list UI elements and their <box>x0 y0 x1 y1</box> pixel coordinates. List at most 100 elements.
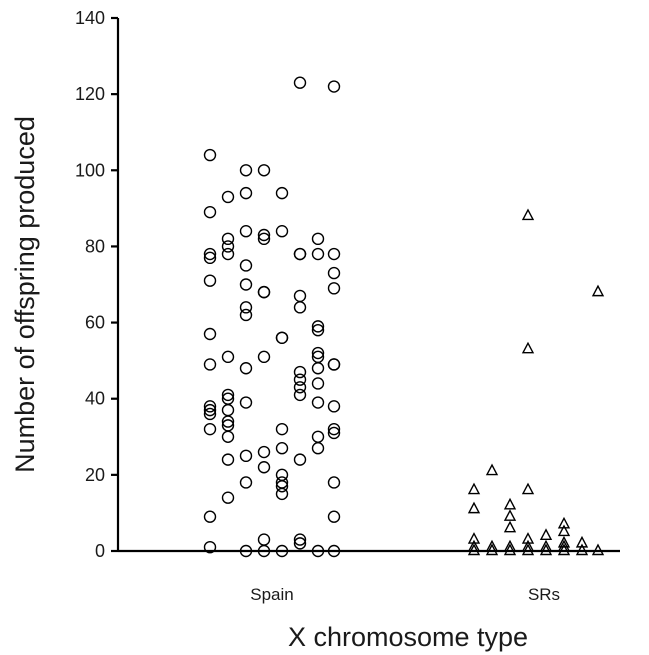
data-point <box>275 487 289 501</box>
data-point <box>221 453 235 466</box>
data-point <box>503 509 517 521</box>
y-tick-label: 60 <box>85 313 105 333</box>
data-points <box>203 76 605 558</box>
data-point <box>203 327 217 341</box>
data-point <box>203 407 217 421</box>
data-point <box>327 476 341 489</box>
data-point <box>575 543 589 556</box>
data-point <box>275 224 289 238</box>
data-point <box>239 308 253 322</box>
data-point <box>275 480 289 493</box>
data-point <box>221 388 235 402</box>
y-axis-ticks: 0 20 40 60 80 100 120 140 <box>75 8 118 561</box>
x-axis-title: X chromosome type <box>288 622 528 652</box>
data-point <box>203 358 217 371</box>
data-point <box>327 266 341 280</box>
data-point <box>521 543 535 556</box>
data-point <box>221 247 235 261</box>
data-point <box>275 422 289 436</box>
data-point <box>485 463 499 476</box>
data-point <box>221 240 235 253</box>
data-point <box>503 497 517 510</box>
data-point <box>293 373 307 386</box>
y-tick-label: 140 <box>75 8 105 28</box>
data-point <box>203 251 217 265</box>
data-point <box>293 301 307 314</box>
data-point <box>311 247 325 261</box>
y-tick-label: 100 <box>75 160 105 180</box>
data-point <box>521 208 535 221</box>
data-point <box>311 320 325 333</box>
data-point <box>327 426 341 440</box>
data-point <box>311 442 325 455</box>
data-point <box>203 422 217 436</box>
data-point <box>239 476 253 489</box>
data-point <box>293 537 307 550</box>
data-point <box>311 232 325 246</box>
data-point <box>221 350 235 364</box>
data-point <box>311 346 325 360</box>
data-point <box>257 350 271 364</box>
data-point <box>591 543 605 556</box>
data-point <box>239 396 253 409</box>
data-point <box>557 535 571 548</box>
data-point <box>293 247 307 261</box>
data-point <box>327 80 341 93</box>
data-point <box>203 403 217 417</box>
data-point <box>239 259 253 272</box>
data-point <box>557 524 571 537</box>
data-point <box>203 510 217 523</box>
data-point <box>221 430 235 443</box>
data-point <box>327 247 341 261</box>
data-point <box>293 388 307 402</box>
data-point <box>503 543 517 556</box>
data-point <box>293 533 307 546</box>
data-point <box>467 532 481 544</box>
data-point <box>239 449 253 463</box>
data-point <box>521 482 535 495</box>
data-point <box>239 164 253 177</box>
data-point <box>221 415 235 428</box>
data-point <box>257 445 271 459</box>
data-point <box>257 461 271 474</box>
data-point <box>203 540 217 554</box>
data-point <box>257 228 271 242</box>
data-point <box>591 284 605 297</box>
data-point <box>293 76 307 89</box>
data-point <box>257 164 271 177</box>
x-axis-categories: Spain SRs <box>250 585 560 604</box>
data-point <box>311 323 325 337</box>
data-point <box>327 282 341 295</box>
data-point <box>293 381 307 394</box>
data-point <box>311 430 325 443</box>
data-point <box>221 190 235 204</box>
data-point <box>239 362 253 375</box>
y-axis-title: Number of offspring produced <box>10 116 40 473</box>
y-tick-label: 80 <box>85 236 105 256</box>
data-point <box>275 442 289 455</box>
data-point <box>293 289 307 303</box>
data-point <box>257 232 271 246</box>
data-point <box>257 533 271 546</box>
y-tick-label: 40 <box>85 389 105 409</box>
data-point <box>327 358 341 371</box>
data-point <box>293 365 307 379</box>
data-point <box>221 491 235 504</box>
data-point <box>557 516 571 529</box>
data-point <box>221 232 235 246</box>
data-point <box>539 543 553 556</box>
data-point <box>521 532 535 544</box>
data-point <box>539 528 553 540</box>
data-point <box>557 543 571 556</box>
data-point <box>467 543 481 556</box>
data-point <box>203 247 217 261</box>
x-category-label: Spain <box>250 585 293 604</box>
data-point <box>311 377 325 390</box>
data-point <box>203 148 217 162</box>
data-point <box>327 422 341 436</box>
y-tick-label: 120 <box>75 84 105 104</box>
data-point <box>275 186 289 200</box>
data-point <box>311 396 325 409</box>
data-point <box>327 400 341 413</box>
